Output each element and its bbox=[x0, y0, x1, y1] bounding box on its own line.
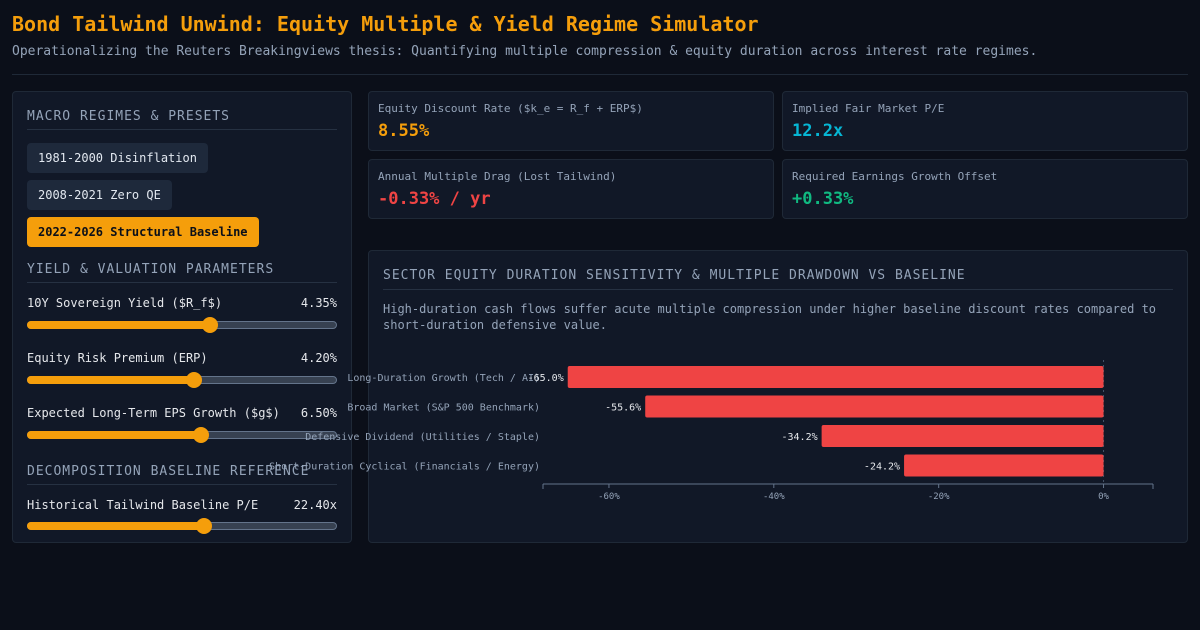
regimes-section-title: MACRO REGIMES & PRESETS bbox=[27, 109, 231, 124]
x-tick-label-1: -40% bbox=[763, 492, 785, 502]
slider-fill bbox=[27, 522, 204, 530]
eps-growth-slider[interactable] bbox=[27, 427, 337, 443]
eps-growth-label: Expected Long-Term EPS Growth ($g$) bbox=[27, 406, 280, 420]
section-divider bbox=[27, 129, 337, 130]
eps-growth-value: 6.50% bbox=[300, 406, 337, 420]
kpi-label: Equity Discount Rate ($k_e = R_f + ERP$) bbox=[378, 102, 643, 115]
section-divider bbox=[27, 484, 337, 485]
slider-thumb[interactable] bbox=[186, 372, 202, 388]
category-label-2: Defensive Dividend (Utilities / Staple) bbox=[305, 432, 540, 443]
data-label-1: -55.6% bbox=[605, 403, 641, 414]
kpi-value: 8.55% bbox=[378, 121, 430, 141]
erp-value: 4.20% bbox=[300, 351, 337, 365]
kpi-label: Implied Fair Market P/E bbox=[792, 102, 945, 115]
bar-3 bbox=[904, 454, 1104, 477]
kpi-label: Required Earnings Growth Offset bbox=[792, 170, 998, 183]
bar-1 bbox=[645, 395, 1104, 418]
erp-label: Equity Risk Premium (ERP) bbox=[27, 351, 208, 365]
kpi-card-growth-offset: Required Earnings Growth Offset +0.33% bbox=[782, 159, 1188, 219]
kpi-label: Annual Multiple Drag (Lost Tailwind) bbox=[378, 170, 617, 183]
kpi-value: -0.33% / yr bbox=[378, 189, 491, 209]
kpi-value: 12.2x bbox=[792, 121, 844, 141]
data-label-0: -65.0% bbox=[528, 373, 564, 384]
control-panel: MACRO REGIMES & PRESETS 1981-2000 Disinf… bbox=[12, 91, 352, 543]
kpi-card-multiple-drag: Annual Multiple Drag (Lost Tailwind) -0.… bbox=[368, 159, 774, 219]
baseline-pe-slider[interactable] bbox=[27, 518, 337, 534]
kpi-card-discount-rate: Equity Discount Rate ($k_e = R_f + ERP$)… bbox=[368, 91, 774, 151]
risk-free-yield-slider[interactable] bbox=[27, 317, 337, 333]
page-subtitle: Operationalizing the Reuters Breakingvie… bbox=[12, 44, 1038, 59]
bar-2 bbox=[821, 425, 1104, 447]
x-tick-label-0: -60% bbox=[598, 492, 620, 502]
decomp-section-title: DECOMPOSITION BASELINE REFERENCE bbox=[27, 464, 310, 479]
slider-fill bbox=[27, 321, 210, 329]
chart-description: High-duration cash flows suffer acute mu… bbox=[383, 302, 1157, 332]
erp-slider[interactable] bbox=[27, 372, 337, 388]
slider-thumb[interactable] bbox=[196, 518, 212, 534]
baseline-pe-value: 22.40x bbox=[293, 498, 337, 512]
section-divider bbox=[383, 289, 1173, 290]
kpi-card-fair-pe: Implied Fair Market P/E 12.2x bbox=[782, 91, 1188, 151]
baseline-pe-label: Historical Tailwind Baseline P/E bbox=[27, 498, 259, 512]
risk-free-yield-value: 4.35% bbox=[300, 296, 337, 310]
preset-2008-2021-button[interactable]: 2008-2021 Zero QE bbox=[27, 180, 172, 210]
category-label-1: Broad Market (S&P 500 Benchmark) bbox=[347, 403, 540, 414]
data-label-2: -34.2% bbox=[781, 432, 817, 443]
slider-fill bbox=[27, 431, 201, 439]
preset-1981-2000-button[interactable]: 1981-2000 Disinflation bbox=[27, 143, 208, 173]
bar-0 bbox=[567, 366, 1104, 388]
category-label-0: Long-Duration Growth (Tech / AI) bbox=[347, 373, 540, 384]
kpi-value: +0.33% bbox=[792, 189, 854, 209]
preset-2022-2026-button[interactable]: 2022-2026 Structural Baseline bbox=[27, 217, 259, 247]
section-divider bbox=[27, 282, 337, 283]
x-tick-label-3: 0% bbox=[1098, 492, 1109, 502]
data-label-3: -24.2% bbox=[864, 462, 900, 473]
page-title: Bond Tailwind Unwind: Equity Multiple & … bbox=[12, 12, 759, 36]
chart-title: SECTOR EQUITY DURATION SENSITIVITY & MUL… bbox=[383, 268, 966, 283]
slider-fill bbox=[27, 376, 194, 384]
slider-thumb[interactable] bbox=[193, 427, 209, 443]
x-tick-label-2: -20% bbox=[928, 492, 950, 502]
slider-thumb[interactable] bbox=[202, 317, 218, 333]
category-label-3: Short-Duration Cyclical (Financials / En… bbox=[269, 462, 540, 473]
params-section-title: YIELD & VALUATION PARAMETERS bbox=[27, 262, 275, 277]
risk-free-yield-label: 10Y Sovereign Yield ($R_f$) bbox=[27, 296, 223, 310]
header-divider bbox=[12, 74, 1188, 75]
